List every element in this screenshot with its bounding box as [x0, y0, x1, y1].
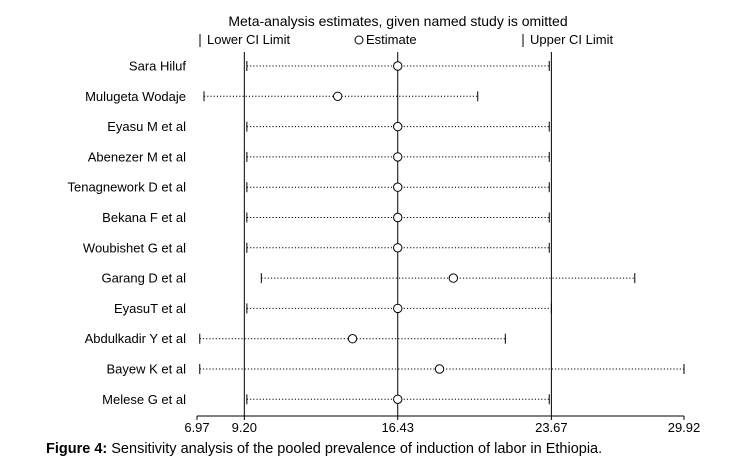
study-label: Abdulkadir Y et al — [85, 331, 187, 346]
study-label: Abenezer M et al — [88, 149, 186, 164]
legend-lower-label: Lower CI Limit — [207, 32, 290, 47]
x-tick-label: 6.97 — [184, 420, 209, 435]
study-row: EyasuT et al — [114, 301, 552, 316]
study-label: Bekana F et al — [102, 210, 186, 225]
study-row: Abdulkadir Y et al — [85, 331, 506, 346]
caption-text: Sensitivity analysis of the pooled preva… — [107, 441, 603, 457]
x-axis: 6.97 9.20 16.43 23.67 29.92 — [184, 415, 701, 435]
study-label: EyasuT et al — [114, 301, 186, 316]
estimate-marker — [393, 121, 403, 132]
estimate-marker — [393, 212, 403, 223]
estimate-marker — [434, 364, 445, 374]
legend: Lower CI Limit Estimate Upper CI Limit — [199, 32, 613, 47]
legend-estimate-marker — [354, 35, 364, 45]
study-rows: Sara Hiluf Mulugeta Wodaje Eyasu M et al Ab… — [67, 59, 685, 407]
estimate-marker — [332, 91, 343, 102]
study-row: Abenezer M et al — [88, 149, 550, 164]
study-label: Woubishet G et al — [83, 240, 186, 255]
study-row: Garang D et al — [101, 271, 636, 286]
study-row: Bayew K et al — [107, 362, 685, 377]
study-row: Tenagnework D et al — [67, 180, 550, 195]
x-tick-label: 23.67 — [535, 420, 568, 435]
study-row: Eyasu M et al — [107, 119, 550, 134]
estimate-marker — [393, 303, 403, 314]
estimate-marker — [393, 152, 403, 162]
study-label: Garang D et al — [101, 271, 186, 286]
x-tick-label: 16.43 — [381, 420, 414, 435]
caption-label: Figure 4: — [46, 441, 108, 457]
study-label: Melese G et al — [102, 392, 186, 407]
estimate-marker — [393, 182, 403, 192]
study-row: Woubishet G et al — [83, 240, 550, 255]
study-label: Eyasu M et al — [107, 119, 186, 134]
study-row: Bekana F et al — [102, 210, 550, 225]
reference-lines — [243, 52, 552, 416]
x-tick-label: 29.92 — [668, 420, 701, 435]
estimate-marker — [393, 394, 403, 404]
estimate-marker — [393, 243, 403, 253]
figure-caption: Figure 4: Sensitivity analysis of the po… — [46, 441, 602, 457]
legend-upper-label: Upper CI Limit — [530, 32, 613, 47]
study-label: Mulugeta Wodaje — [85, 89, 186, 104]
estimate-marker — [347, 334, 358, 344]
study-row: Melese G et al — [102, 392, 550, 407]
study-label: Sara Hiluf — [129, 59, 186, 74]
x-tick-label: 9.20 — [232, 420, 257, 435]
study-label: Bayew K et al — [107, 362, 187, 377]
legend-estimate-label: Estimate — [366, 32, 417, 47]
estimate-marker — [448, 273, 459, 283]
study-label: Tenagnework D et al — [67, 180, 186, 195]
estimate-marker — [393, 61, 403, 71]
study-row: Sara Hiluf — [129, 59, 550, 74]
chart-title: Meta-analysis estimates, given named stu… — [228, 13, 567, 29]
study-row: Mulugeta Wodaje — [85, 89, 479, 104]
